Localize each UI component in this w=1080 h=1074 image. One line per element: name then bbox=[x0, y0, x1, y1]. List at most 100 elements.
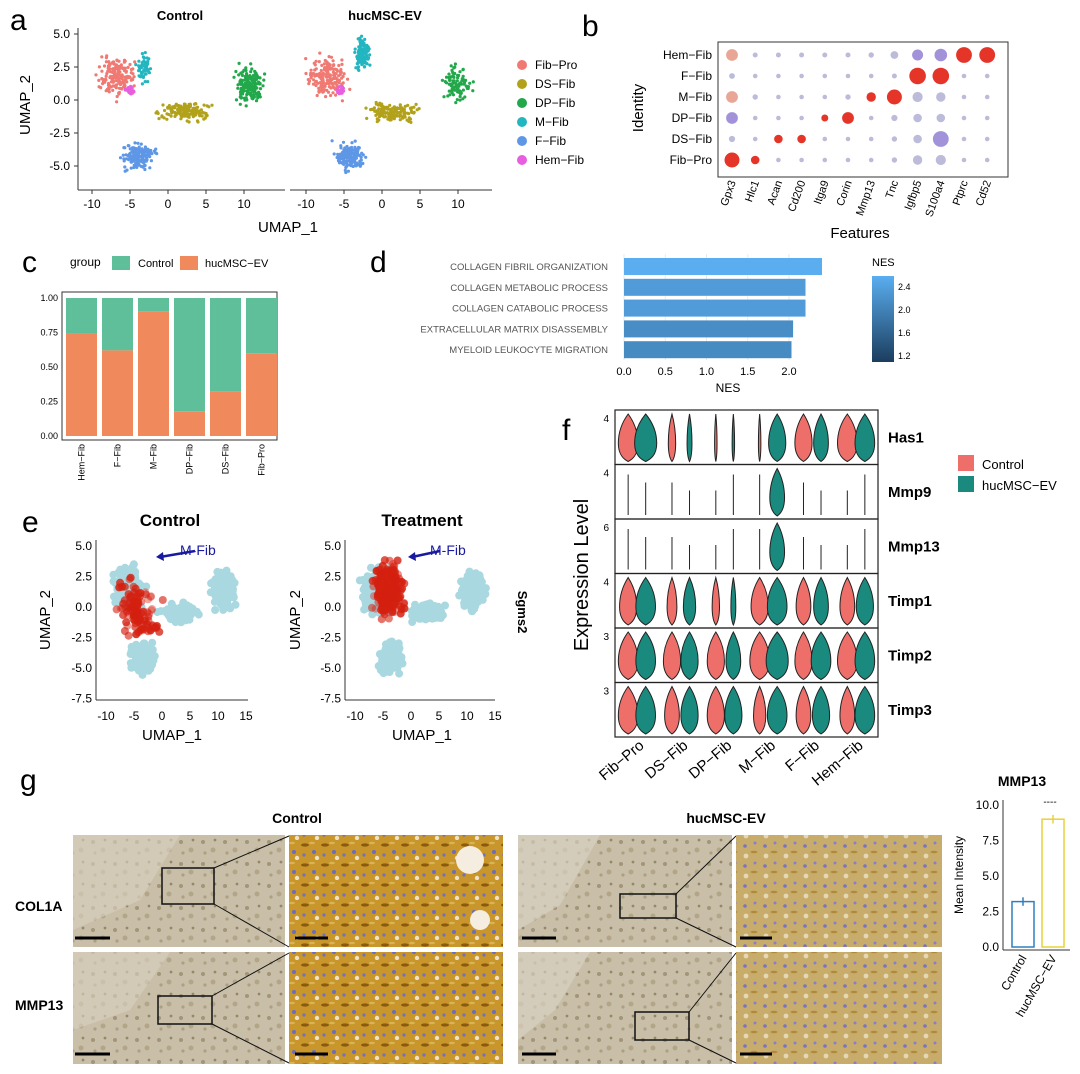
umap-point bbox=[146, 69, 150, 73]
umap-e-point bbox=[217, 591, 226, 600]
umap-point bbox=[240, 79, 244, 83]
umap-point bbox=[395, 114, 399, 118]
umap-e-ytick: 0.0 bbox=[75, 600, 92, 614]
umap-e-point bbox=[392, 655, 401, 664]
umap-point bbox=[169, 109, 173, 113]
umap-e-point bbox=[175, 613, 184, 622]
umap-point bbox=[191, 106, 196, 110]
umap-point bbox=[339, 88, 343, 93]
umap-point bbox=[132, 75, 136, 79]
umap-point bbox=[114, 67, 118, 71]
umap-point bbox=[134, 161, 138, 165]
umap-point bbox=[365, 62, 369, 66]
umap-point bbox=[106, 64, 110, 68]
proportion-ytick: 1.00 bbox=[40, 293, 58, 303]
proportion-legend-hucmsc: hucMSC−EV bbox=[205, 258, 269, 270]
umap-point bbox=[120, 87, 124, 91]
umap-point bbox=[326, 69, 330, 74]
umap-point bbox=[125, 168, 129, 172]
dotplot-dot bbox=[979, 47, 996, 63]
umap-point bbox=[354, 66, 358, 70]
dotplot-feature-label: Acan bbox=[765, 179, 785, 207]
umap-point bbox=[358, 164, 362, 168]
umap-point bbox=[382, 115, 386, 119]
umap-point bbox=[126, 154, 130, 158]
umap-point bbox=[142, 64, 147, 68]
umap-point bbox=[354, 164, 358, 168]
umap-point bbox=[111, 61, 115, 65]
umap-point bbox=[366, 56, 371, 60]
umap-point bbox=[140, 152, 144, 156]
umap-e-point bbox=[417, 609, 426, 618]
bar-control bbox=[102, 298, 133, 351]
dotplot-dot bbox=[822, 94, 828, 100]
umap-point bbox=[252, 94, 256, 98]
violin-rows: Has1 4 Mmp9 4 Mmp13 6 Timp1 4 Timp2 3 Timp3 3 bbox=[603, 409, 940, 738]
umap-point bbox=[402, 111, 406, 115]
proportion-ytick: 0.25 bbox=[40, 397, 58, 407]
umap-point bbox=[137, 69, 141, 73]
umap-point bbox=[348, 156, 352, 160]
umap-point bbox=[241, 70, 245, 74]
umap-e-xtick: 15 bbox=[488, 709, 502, 723]
dotplot-feature-label: Corin bbox=[835, 179, 855, 208]
violin-ytick: 4 bbox=[603, 414, 609, 425]
umap-point bbox=[458, 94, 462, 99]
umap-point bbox=[239, 92, 243, 97]
violin-row-mmp9: Mmp9 4 bbox=[603, 463, 931, 520]
nes-bar bbox=[624, 299, 806, 317]
umap-point bbox=[242, 96, 246, 100]
umap-point bbox=[367, 47, 371, 51]
umap-e-point-high bbox=[384, 614, 393, 623]
umap-point bbox=[179, 114, 183, 118]
dotplot-dot bbox=[984, 73, 990, 79]
umap-point bbox=[342, 72, 346, 76]
violin-shape bbox=[813, 412, 829, 463]
dotplot-dot bbox=[984, 94, 990, 100]
umap-point bbox=[322, 62, 326, 66]
umap-point bbox=[200, 114, 204, 118]
umap-e-point bbox=[423, 612, 432, 621]
proportion-xtick: Fib−Pro bbox=[257, 444, 267, 476]
nes-term-label: MYELOID LEUKOCYTE MIGRATION bbox=[449, 345, 608, 356]
micrograph-hucmsc-mmp13-high bbox=[736, 952, 942, 1064]
dotplot-xlabel: Features bbox=[830, 225, 889, 242]
dotplot-dot bbox=[775, 52, 781, 58]
umap-point bbox=[141, 155, 145, 159]
bar-hucmsc bbox=[246, 353, 277, 436]
umap-point bbox=[386, 117, 390, 121]
proportion-bar-panel: group Control hucMSC−EV 0.00 0.25 0.50 0.75… bbox=[40, 255, 278, 481]
umap-point bbox=[333, 81, 337, 85]
umap-point bbox=[319, 68, 323, 73]
umap-point bbox=[340, 62, 344, 66]
violin-category-label: DP−Fib bbox=[686, 737, 736, 782]
umap-e-point bbox=[465, 601, 474, 610]
umap-point bbox=[153, 151, 157, 155]
umap-point bbox=[396, 107, 400, 111]
umap-point bbox=[390, 116, 394, 120]
umap-point bbox=[337, 63, 341, 68]
umap-point bbox=[163, 108, 167, 113]
cluster-legend-item: Hem−Fib bbox=[535, 153, 584, 167]
dotplot-feature-label: Ptprc bbox=[951, 178, 971, 207]
umap-point bbox=[447, 89, 451, 93]
umap-e-point-high bbox=[382, 591, 390, 600]
micrograph-hucmsc-col1a-high bbox=[736, 835, 942, 947]
umap-point bbox=[154, 111, 158, 115]
umap-e-point bbox=[116, 565, 125, 574]
umap-point bbox=[378, 113, 382, 117]
umap-point bbox=[321, 71, 325, 75]
umap-point bbox=[136, 141, 140, 145]
umap-point bbox=[143, 61, 147, 65]
umap-e-xtick: 10 bbox=[460, 709, 474, 723]
umap-point bbox=[348, 153, 352, 157]
umap-point bbox=[316, 73, 320, 77]
umap-point bbox=[318, 89, 322, 93]
umap-point bbox=[311, 82, 316, 86]
dotplot-dot bbox=[961, 73, 967, 79]
legend-dot bbox=[517, 136, 527, 146]
violin-gene-label: Timp2 bbox=[888, 647, 932, 664]
umap-e-ytick: -7.5 bbox=[320, 692, 341, 706]
umap-point bbox=[117, 59, 121, 63]
